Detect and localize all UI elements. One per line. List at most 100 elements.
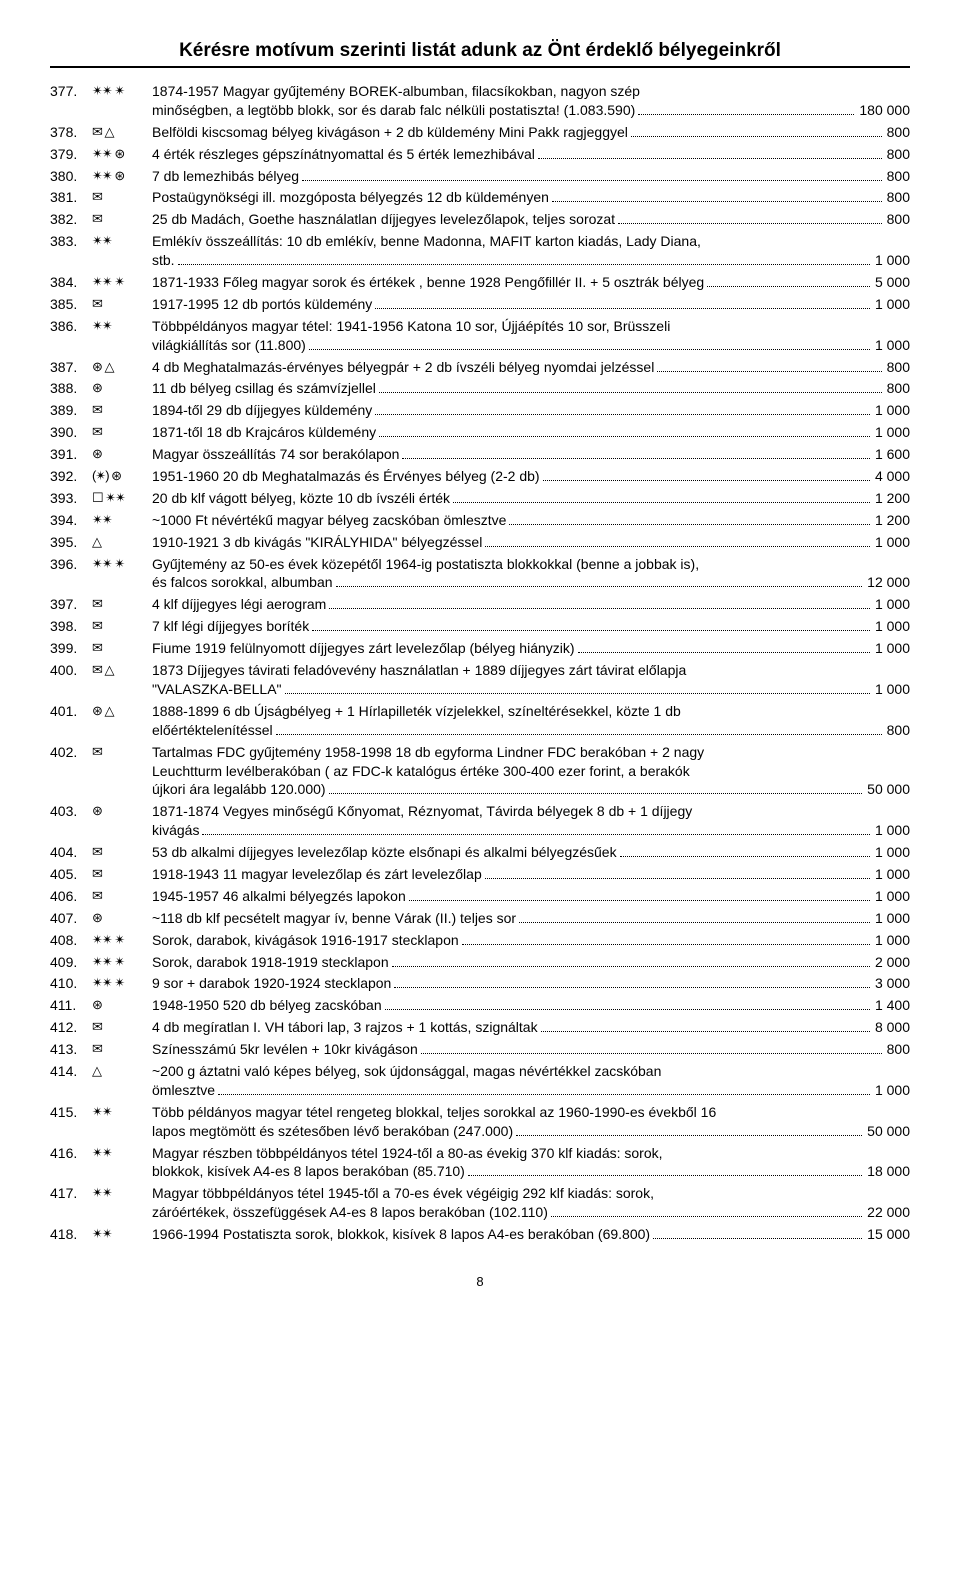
lot-number: 379. [50, 145, 92, 164]
leader-dots [421, 1053, 882, 1054]
lot-row: 395.△1910-1921 3 db kivágás "KIRÁLYHIDA"… [50, 533, 910, 552]
lot-description: Sorok, darabok, kivágások 1916-1917 stec… [152, 931, 910, 950]
leader-dots [312, 630, 870, 631]
leader-dots [309, 349, 870, 350]
lot-row: 401.⊛ △1888-1899 6 db Újságbélyeg + 1 Hí… [50, 702, 910, 740]
leader-dots [516, 1135, 862, 1136]
lot-description: Fiume 1919 felülnyomott díjjegyes zárt l… [152, 639, 910, 658]
lot-price: 1 400 [873, 996, 910, 1015]
leader-dots [653, 1238, 862, 1239]
lot-row: 396.✴✴ ✴Gyűjtemény az 50-es évek közepét… [50, 555, 910, 593]
lot-price: 1 000 [873, 680, 910, 699]
lot-number: 384. [50, 273, 92, 292]
lot-symbols: ✉ [92, 617, 152, 635]
lot-description-text: stb. [152, 251, 175, 270]
leader-dots [468, 1175, 862, 1176]
leader-dots [620, 856, 870, 857]
lot-row: 387.⊛ △4 db Meghatalmazás-érvényes bélye… [50, 358, 910, 377]
lot-row: 407.⊛~118 db klf pecsételt magyar ív, be… [50, 909, 910, 928]
lot-number: 383. [50, 232, 92, 251]
leader-dots [379, 392, 882, 393]
leader-dots [485, 546, 870, 547]
lot-description-text: világkiállítás sor (11.800) [152, 336, 306, 355]
lot-price: 1 000 [873, 251, 910, 270]
lot-description: 9 sor + darabok 1920-1924 stecklapon3 00… [152, 974, 910, 993]
lot-price: 800 [885, 379, 910, 398]
lot-number: 397. [50, 595, 92, 614]
lot-row: 390.✉1871-től 18 db Krajcáros küldemény1… [50, 423, 910, 442]
lot-price: 1 000 [873, 843, 910, 862]
lot-price: 800 [885, 1040, 910, 1059]
lot-description: Belföldi kiscsomag bélyeg kivágáson + 2 … [152, 123, 910, 142]
lot-row: 386.✴✴Többpéldányos magyar tétel: 1941-1… [50, 317, 910, 355]
lot-symbols: ✉ [92, 887, 152, 905]
leader-dots [551, 1216, 862, 1217]
leader-dots [276, 734, 882, 735]
lot-row: 405.✉1918-1943 11 magyar levelezőlap és … [50, 865, 910, 884]
lot-price: 800 [885, 123, 910, 142]
lot-symbols: ⊛ [92, 445, 152, 463]
lot-symbols: ✴✴ [92, 1184, 152, 1202]
leader-dots [218, 1094, 870, 1095]
leader-dots [285, 693, 870, 694]
lot-number: 403. [50, 802, 92, 821]
lot-symbols: ✴✴ [92, 1103, 152, 1121]
lot-price: 1 000 [873, 931, 910, 950]
lot-description-text: 1874-1957 Magyar gyűjtemény BOREK-albumb… [152, 82, 640, 101]
lot-symbols: ✉ [92, 401, 152, 419]
lot-price: 50 000 [865, 780, 910, 799]
lot-description-text: 1871-1874 Vegyes minőségű Kőnyomat, Rézn… [152, 802, 692, 821]
lot-description-text: Fiume 1919 felülnyomott díjjegyes zárt l… [152, 639, 575, 658]
lot-price: 800 [885, 188, 910, 207]
lot-number: 414. [50, 1062, 92, 1081]
lot-description: Színesszámú 5kr levélen + 10kr kivágáson… [152, 1040, 910, 1059]
lot-description-text: 1918-1943 11 magyar levelezőlap és zárt … [152, 865, 482, 884]
lot-description: ~118 db klf pecsételt magyar ív, benne V… [152, 909, 910, 928]
page-number: 8 [50, 1274, 910, 1289]
lot-symbols: ✴✴ [92, 317, 152, 335]
lot-number: 387. [50, 358, 92, 377]
lot-price: 1 000 [873, 887, 910, 906]
lot-description-text: 1917-1995 12 db portós küldemény [152, 295, 372, 314]
lot-description-text: 7 klf légi díjjegyes boríték [152, 617, 309, 636]
lot-description: 4 db Meghatalmazás-érvényes bélyegpár + … [152, 358, 910, 377]
lot-symbols: ✉ [92, 295, 152, 313]
lot-symbols: △ [92, 533, 152, 551]
lot-description: Magyar részben többpéldányos tétel 1924-… [152, 1144, 910, 1182]
leader-dots [543, 480, 870, 481]
lot-number: 413. [50, 1040, 92, 1059]
leader-dots [302, 180, 882, 181]
leader-dots [394, 987, 870, 988]
leader-dots [375, 308, 870, 309]
leader-dots [631, 136, 882, 137]
lot-symbols: ✴✴ ⊛ [92, 167, 152, 185]
lot-description-text: 25 db Madách, Goethe használatlan díjjeg… [152, 210, 615, 229]
leader-dots [202, 834, 869, 835]
lot-description: 4 klf díjjegyes légi aerogram1 000 [152, 595, 910, 614]
lot-number: 392. [50, 467, 92, 486]
lot-symbols: △ [92, 1062, 152, 1080]
lot-description: ~200 g áztatni való képes bélyeg, sok új… [152, 1062, 910, 1100]
lot-symbols: ✴✴ ✴ [92, 555, 152, 573]
lot-description: 25 db Madách, Goethe használatlan díjjeg… [152, 210, 910, 229]
lot-price: 3 000 [873, 974, 910, 993]
lot-description-text: 4 db megíratlan I. VH tábori lap, 3 rajz… [152, 1018, 538, 1037]
lot-symbols: ✴✴ [92, 232, 152, 250]
lot-number: 380. [50, 167, 92, 186]
lot-description-text: 1910-1921 3 db kivágás "KIRÁLYHIDA" bély… [152, 533, 482, 552]
lot-row: 410.✴✴ ✴9 sor + darabok 1920-1924 steckl… [50, 974, 910, 993]
lot-number: 411. [50, 996, 92, 1015]
lot-price: 5 000 [873, 273, 910, 292]
lot-row: 389.✉1894-től 29 db díjjegyes küldemény1… [50, 401, 910, 420]
lot-description-text: Sorok, darabok, kivágások 1916-1917 stec… [152, 931, 459, 950]
lot-number: 417. [50, 1184, 92, 1203]
lot-description-text: 4 db Meghatalmazás-érvényes bélyegpár + … [152, 358, 654, 377]
lot-symbols: ✴✴ ✴ [92, 974, 152, 992]
lot-number: 398. [50, 617, 92, 636]
lot-description-text: 1945-1957 46 alkalmi bélyegzés lapokon [152, 887, 406, 906]
lot-row: 416.✴✴Magyar részben többpéldányos tétel… [50, 1144, 910, 1182]
lot-row: 413.✉Színesszámú 5kr levélen + 10kr kivá… [50, 1040, 910, 1059]
lot-description-text: Magyar részben többpéldányos tétel 1924-… [152, 1144, 663, 1163]
lot-description-text: "VALASZKA-BELLA" [152, 680, 282, 699]
lot-row: 404.✉53 db alkalmi díjjegyes levelezőlap… [50, 843, 910, 862]
